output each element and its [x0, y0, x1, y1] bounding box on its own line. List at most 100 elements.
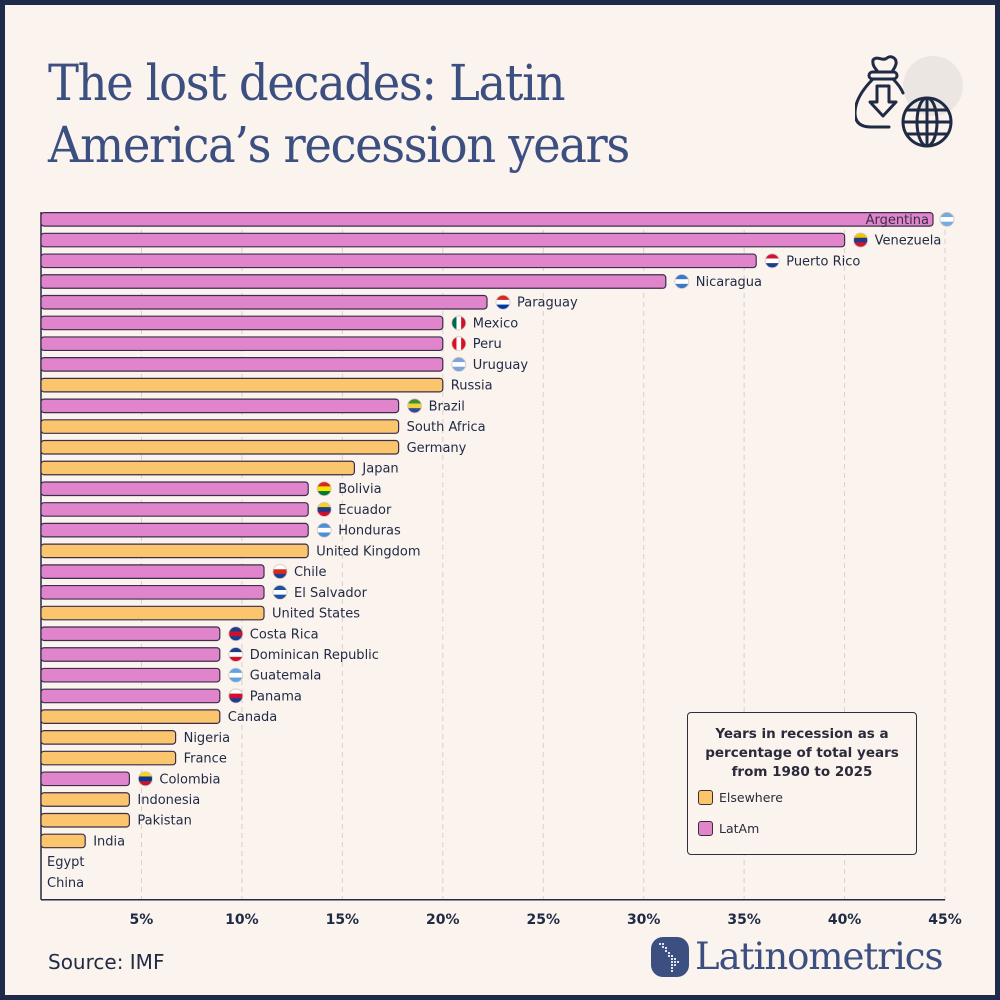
bar-india	[40, 833, 86, 849]
flag-ecuador-icon	[317, 502, 332, 517]
flag-outline	[272, 584, 288, 600]
flag-outline	[674, 274, 690, 289]
x-tick-label: 10%	[225, 912, 259, 928]
flag-brazil-icon	[407, 398, 422, 413]
flag-nicaragua-icon	[674, 274, 689, 289]
bar-argentina	[40, 212, 934, 227]
bar-chile	[40, 564, 265, 579]
category-label: Bolivia	[338, 482, 381, 497]
category-label: United Kingdom	[316, 544, 420, 559]
category-label: Canada	[228, 710, 277, 725]
x-tick-label: 35%	[727, 912, 761, 928]
brand-logo: Latinometrics	[651, 935, 944, 978]
flag-argentina-icon	[939, 212, 954, 227]
category-label: Colombia	[159, 772, 220, 787]
x-tick-label: 25%	[526, 912, 560, 928]
brand-name: Latinometrics	[695, 935, 944, 978]
category-label: Costa Rica	[250, 627, 319, 642]
category-label: Japan	[361, 462, 398, 477]
category-label: China	[47, 876, 84, 891]
category-label: Indonesia	[137, 793, 200, 808]
bar-paraguay	[40, 294, 488, 310]
flag-chile-icon	[272, 564, 287, 579]
source-note: Source: IMF	[48, 950, 165, 974]
flag-outline	[764, 253, 780, 269]
category-label: Honduras	[338, 524, 401, 539]
bar-dominican-republic	[40, 647, 221, 662]
flag-outline	[939, 211, 955, 227]
flag-colombia-icon	[138, 771, 153, 786]
bar-mexico	[40, 315, 444, 331]
title-line-2: America’s recession years	[48, 116, 630, 174]
flag-outline	[316, 502, 332, 517]
latin-america-map-icon	[651, 936, 689, 977]
x-tick-label: 15%	[326, 912, 360, 928]
x-tick-label: 45%	[928, 912, 962, 928]
flag-outline	[451, 356, 467, 372]
category-label: Egypt	[47, 855, 85, 870]
bar-united-states	[40, 605, 265, 621]
bar-panama	[40, 688, 221, 704]
category-label: Venezuela	[875, 234, 942, 249]
bar-canada	[40, 709, 221, 724]
flag-outline	[853, 232, 868, 248]
category-label: France	[184, 752, 227, 767]
bar-south-africa	[40, 419, 400, 434]
bar-costa-rica	[40, 626, 221, 642]
category-label: Mexico	[473, 316, 518, 331]
category-label: Pakistan	[137, 814, 191, 829]
flag-dominican-republic-icon	[228, 647, 243, 662]
category-label: Uruguay	[473, 358, 529, 373]
category-label: Guatemala	[250, 669, 322, 684]
bar-bolivia	[40, 481, 309, 497]
flag-outline	[495, 294, 511, 310]
category-label: Dominican Republic	[250, 648, 379, 663]
flag-peru-icon	[451, 336, 466, 351]
flag-outline	[228, 688, 244, 704]
category-label: South Africa	[407, 420, 486, 435]
legend: Years in recession as a percentage of to…	[687, 712, 917, 855]
category-label: Peru	[473, 337, 502, 352]
flag-outline	[316, 481, 332, 497]
category-label: Nicaragua	[696, 275, 762, 290]
category-label: El Salvador	[294, 586, 368, 601]
flag-outline	[228, 626, 244, 642]
flag-costa-rica-icon	[228, 626, 243, 641]
flag-outline	[451, 336, 467, 352]
x-tick-label: 30%	[627, 912, 661, 928]
bar-pakistan	[40, 812, 130, 828]
bar-nigeria	[40, 730, 177, 745]
flag-puerto-rico-icon	[765, 253, 780, 268]
flag-bolivia-icon	[317, 481, 332, 496]
bar-peru	[40, 336, 444, 352]
bar-france	[40, 750, 177, 766]
bar-puerto-rico	[40, 253, 757, 269]
category-label: Brazil	[429, 399, 465, 414]
legend-swatch-latam	[698, 821, 713, 836]
flag-uruguay-icon	[451, 357, 466, 372]
flag-outline	[407, 398, 423, 414]
category-label: Puerto Rico	[786, 254, 860, 269]
legend-item-latam: LatAm	[698, 821, 759, 836]
flag-outline	[137, 771, 153, 787]
category-label: United States	[272, 607, 360, 622]
flag-guatemala-icon	[228, 668, 243, 683]
category-label: India	[93, 834, 125, 849]
bar-el-salvador	[40, 584, 265, 600]
category-label: Ecuador	[338, 503, 392, 518]
bar-germany	[40, 439, 400, 455]
flag-outline	[451, 315, 467, 331]
category-label: Russia	[451, 379, 493, 394]
legend-title: Years in recession as a percentage of to…	[705, 726, 899, 780]
flag-mexico-icon	[451, 315, 466, 330]
money-bag-globe-icon	[853, 48, 965, 158]
legend-swatch-elsewhere	[698, 790, 713, 805]
flag-outline	[228, 667, 244, 683]
category-label: Panama	[250, 689, 302, 704]
category-label: Germany	[407, 441, 467, 456]
category-label: Argentina	[866, 213, 929, 228]
bar-honduras	[40, 522, 309, 538]
bar-guatemala	[40, 667, 221, 683]
bar-venezuela	[40, 232, 846, 248]
